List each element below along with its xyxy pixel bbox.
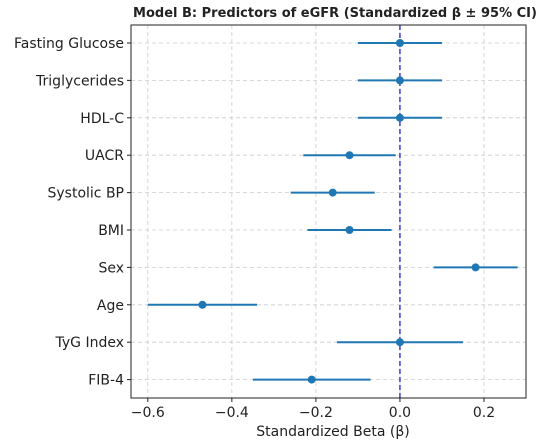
y-tick-label: Systolic BP bbox=[48, 186, 125, 202]
point-marker bbox=[471, 263, 480, 272]
plot-frame bbox=[130, 24, 527, 399]
y-tick-label: FIB-4 bbox=[88, 373, 124, 389]
x-tick-label: −0.6 bbox=[131, 405, 165, 421]
x-tick-label: −0.4 bbox=[215, 405, 249, 421]
point-marker bbox=[395, 338, 404, 347]
y-tick-label: TyG Index bbox=[55, 335, 125, 351]
point-marker bbox=[395, 39, 404, 47]
x-axis-label: Standardized Beta (β) bbox=[256, 424, 409, 440]
y-tick-label: Sex bbox=[98, 260, 124, 276]
y-tick-label: Fasting Glucose bbox=[14, 36, 124, 52]
y-tick-label: Triglycerides bbox=[35, 73, 124, 89]
chart-title: Model B: Predictors of eGFR (Standardize… bbox=[133, 6, 537, 21]
grid bbox=[131, 25, 526, 398]
x-tick-label: 0.2 bbox=[473, 405, 495, 421]
point-marker bbox=[198, 300, 207, 309]
point-marker bbox=[395, 76, 404, 85]
point-marker bbox=[328, 188, 337, 197]
point-marker bbox=[395, 113, 404, 122]
x-tick-label: −0.2 bbox=[299, 405, 333, 421]
y-tick-label: Age bbox=[97, 298, 124, 314]
data-series bbox=[147, 39, 518, 384]
x-axis: −0.6 −0.4 −0.2 0.0 0.2 bbox=[131, 398, 495, 421]
y-tick-label: HDL-C bbox=[80, 111, 124, 127]
y-axis: Fasting Glucose Triglycerides HDL-C UACR Sys… bbox=[14, 36, 131, 389]
point-marker bbox=[307, 375, 316, 384]
point-marker bbox=[345, 151, 354, 160]
x-tick-label: 0.0 bbox=[389, 405, 411, 421]
y-tick-label: UACR bbox=[85, 148, 124, 164]
y-tick-label: BMI bbox=[98, 223, 124, 239]
point-marker bbox=[345, 226, 354, 234]
